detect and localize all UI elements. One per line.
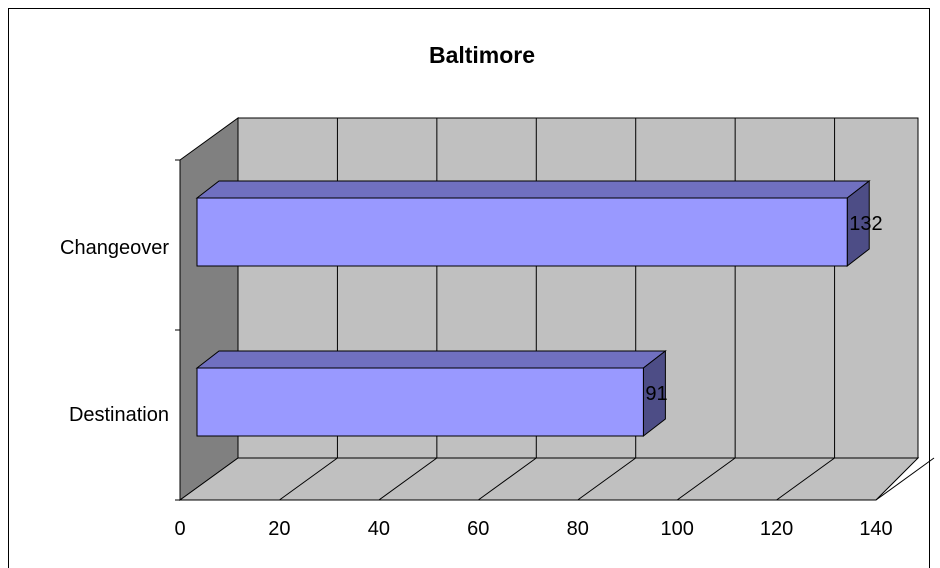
floor <box>178 457 920 501</box>
floor-gridline <box>378 457 438 501</box>
x-tick-labels: 0 20 40 60 80 100 120 140 <box>174 518 892 540</box>
bar-changeover: 132 <box>195 179 883 268</box>
x-tick-label: 100 <box>660 518 693 540</box>
floor-gridline <box>875 457 935 501</box>
x-tick-label: 40 <box>368 518 390 540</box>
category-label-changeover: Changeover <box>60 237 169 259</box>
bar-top <box>195 180 871 199</box>
chart-title: Baltimore <box>429 42 535 68</box>
x-tick-label: 60 <box>467 518 489 540</box>
x-tick-label: 20 <box>268 518 290 540</box>
bar-top <box>195 350 667 369</box>
floor-gridlines <box>279 457 935 501</box>
bar-destination: 91 <box>195 349 668 438</box>
data-label: 132 <box>849 213 882 235</box>
category-label-destination: Destination <box>69 404 169 426</box>
x-tick-label: 0 <box>174 518 185 540</box>
floor-gridline <box>577 457 637 501</box>
x-tick-label: 80 <box>567 518 589 540</box>
floor-gridline <box>279 457 338 501</box>
bar-front <box>196 367 644 437</box>
x-tick-label: 120 <box>760 518 793 540</box>
floor-gridline <box>676 457 736 501</box>
bar-front <box>196 197 848 267</box>
floor-gridline <box>477 457 537 501</box>
side-wall <box>179 117 239 501</box>
data-label: 91 <box>645 383 667 405</box>
floor-gridline <box>776 457 835 501</box>
x-tick-label: 140 <box>859 518 892 540</box>
bars: 132 91 <box>195 179 883 438</box>
